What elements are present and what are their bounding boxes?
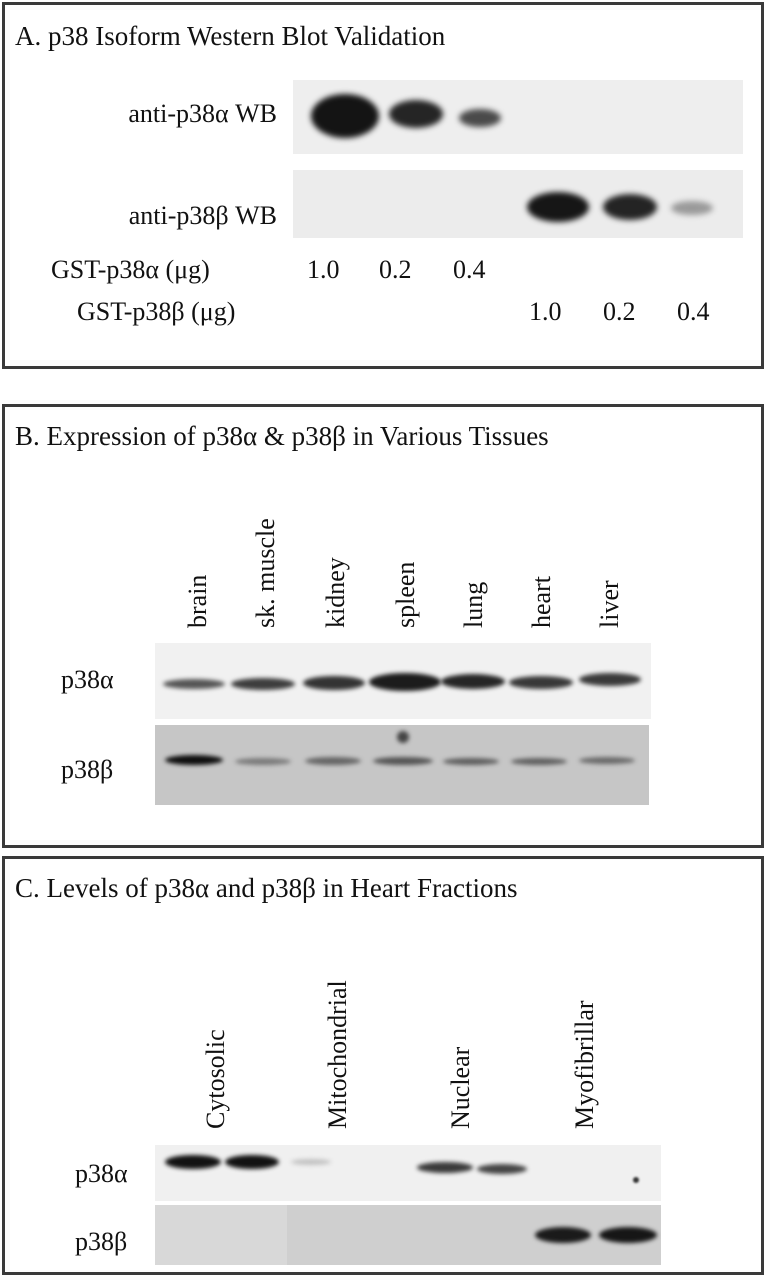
band-lung-b — [443, 758, 499, 765]
band-skmuscle-b — [235, 758, 291, 765]
amount-b-3: 0.4 — [677, 297, 710, 326]
row-label-p38a-tissue: p38α — [61, 665, 114, 694]
blot-anti-p38b — [293, 170, 743, 238]
band-p38a-2 — [389, 100, 443, 128]
band-nuc2-a — [477, 1164, 527, 1174]
lane-label-liver: liver — [595, 580, 624, 628]
amount-label-gst-p38b: GST-p38β (μg) — [77, 297, 236, 326]
blot-p38a-tissues — [155, 643, 651, 719]
panel-b-title: B. Expression of p38α & p38β in Various … — [15, 421, 549, 451]
amount-a-1: 1.0 — [307, 255, 340, 284]
band-mito1-a — [291, 1159, 331, 1165]
blot-p38b-left-lighter — [155, 1205, 287, 1265]
band-speck-a — [633, 1177, 639, 1183]
fraction-label-myofibrillar: Myofibrillar — [570, 1000, 599, 1129]
band-kidney-a — [303, 676, 365, 690]
lane-label-brain: brain — [183, 574, 212, 628]
band-brain-a — [163, 679, 225, 689]
row-label-anti-p38a: anti-p38α WB — [128, 99, 277, 128]
panel-c: C. Levels of p38α and p38β in Heart Frac… — [2, 856, 764, 1275]
blot-p38b-fractions — [155, 1205, 661, 1265]
amount-label-gst-p38a: GST-p38α (μg) — [51, 255, 210, 284]
row-label-p38b-fraction: p38β — [75, 1227, 128, 1256]
band-nuc1-a — [417, 1162, 473, 1173]
band-p38b-2 — [603, 194, 657, 220]
fraction-label-cytosolic: Cytosolic — [201, 1029, 230, 1129]
amount-b-1: 1.0 — [529, 297, 562, 326]
band-skmuscle-a — [231, 678, 295, 690]
band-spot-b — [397, 731, 409, 743]
amount-b-2: 0.2 — [603, 297, 636, 326]
band-p38a-1 — [311, 94, 379, 138]
band-p38a-3 — [459, 109, 501, 127]
lane-label-spleen: spleen — [391, 561, 420, 628]
panel-c-title: C. Levels of p38α and p38β in Heart Frac… — [15, 873, 518, 903]
band-p38b-3 — [671, 201, 713, 215]
band-myo1-b — [535, 1227, 591, 1243]
fraction-label-nuclear: Nuclear — [446, 1046, 475, 1129]
blot-p38a-fractions — [155, 1145, 661, 1201]
row-label-anti-p38b: anti-p38β WB — [128, 201, 277, 230]
band-spleen-b — [373, 757, 433, 765]
band-myo2-b — [599, 1227, 657, 1243]
panel-a: A. p38 Isoform Western Blot Validation a… — [2, 2, 764, 369]
band-kidney-b — [305, 757, 361, 765]
fraction-label-mitochondrial: Mitochondrial — [323, 980, 352, 1129]
blot-anti-p38a — [293, 80, 743, 154]
lane-label-kidney: kidney — [321, 557, 350, 628]
band-liver-b — [579, 757, 635, 764]
row-label-p38a-fraction: p38α — [75, 1159, 128, 1188]
amount-a-3: 0.4 — [453, 255, 486, 284]
row-label-p38b-tissue: p38β — [61, 755, 114, 784]
band-lung-a — [441, 674, 505, 689]
band-liver-a — [579, 673, 641, 686]
band-p38b-1 — [527, 192, 589, 222]
lane-label-sk-muscle: sk. muscle — [251, 518, 280, 628]
band-brain-b — [165, 755, 223, 765]
amount-a-2: 0.2 — [379, 255, 412, 284]
lane-label-lung: lung — [459, 581, 488, 628]
band-cyto1-a — [165, 1155, 221, 1169]
blot-p38b-tissues — [155, 725, 649, 805]
lane-label-heart: heart — [527, 576, 556, 628]
band-heart-a — [509, 676, 573, 689]
band-heart-b — [511, 758, 567, 765]
band-spleen-a — [369, 673, 441, 691]
band-cyto2-a — [225, 1155, 279, 1169]
panel-a-title: A. p38 Isoform Western Blot Validation — [15, 21, 446, 51]
panel-b: B. Expression of p38α & p38β in Various … — [2, 404, 764, 848]
